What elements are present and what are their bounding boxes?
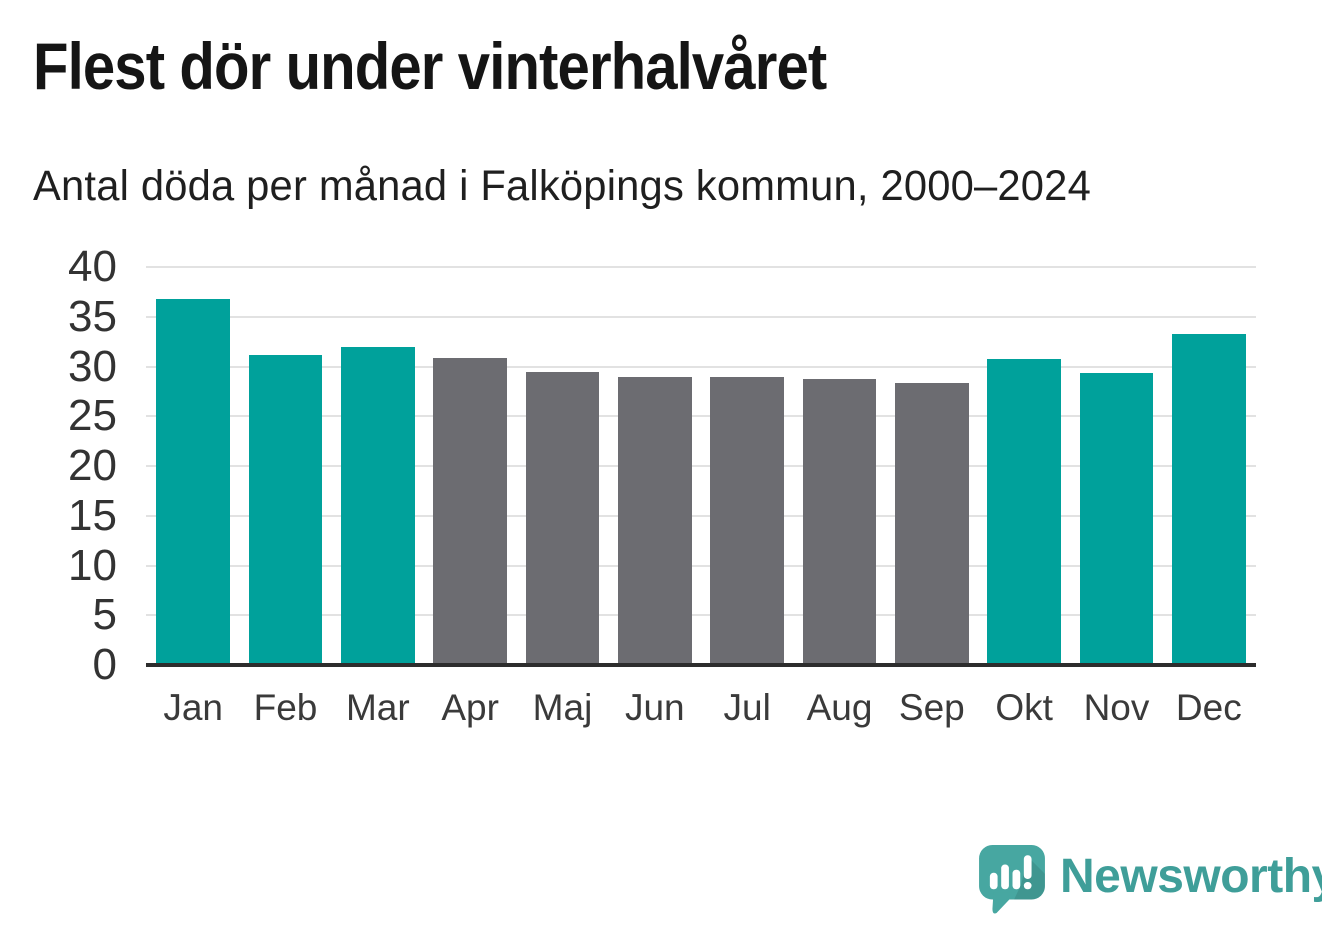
x-tick-label-aug: Aug: [806, 687, 873, 728]
y-tick-label-5: 5: [92, 590, 117, 640]
bar-jan: [156, 298, 230, 665]
x-tick-label-sep: Sep: [898, 687, 965, 728]
x-tick-label-okt: Okt: [995, 687, 1053, 728]
x-tick-label-jun: Jun: [624, 687, 685, 728]
newsworthy-logo: Newsworthy: [979, 845, 1322, 915]
y-tick-label-35: 35: [68, 291, 117, 341]
y-axis: 0 5 10 15 20 25 30 35 40: [0, 245, 117, 687]
bar-sep: [895, 383, 969, 665]
chart-subtitle: Antal döda per månad i Falköpings kommun…: [33, 162, 1091, 210]
gridline-10: [146, 564, 1256, 567]
x-tick-label-jan: Jan: [163, 687, 223, 728]
gridline-5: [146, 614, 1256, 617]
newsworthy-speech-bubble-bar-chart-icon: [979, 845, 1045, 914]
bar-feb: [248, 354, 323, 665]
bar-apr: [433, 357, 507, 665]
gridline-30: [146, 365, 1256, 368]
gridline-25: [146, 415, 1256, 418]
gridline-35: [146, 315, 1256, 318]
bar-nov: [1079, 373, 1154, 665]
y-tick-label-40: 40: [68, 242, 117, 291]
bar-jul: [710, 377, 784, 665]
bar-maj: [525, 372, 600, 665]
chart-title: Flest dör under vinterhalvåret: [33, 29, 827, 103]
gridline-20: [146, 465, 1256, 467]
x-tick-label-dec: Dec: [1175, 687, 1242, 728]
bar-aug: [802, 379, 877, 665]
x-tick-label-jul: Jul: [723, 687, 771, 728]
bar-okt: [987, 358, 1061, 665]
newsworthy-logo-text: Newsworthy: [1060, 850, 1322, 903]
bar-mar: [341, 346, 415, 665]
x-axis-line: [146, 663, 1256, 667]
bar-jun: [618, 377, 692, 665]
y-tick-label-15: 15: [68, 490, 117, 540]
gridline-40: [146, 266, 1256, 268]
x-tick-label-feb: Feb: [253, 687, 318, 728]
gridline-15: [146, 514, 1256, 517]
plot-area: [146, 266, 1256, 667]
y-tick-label-10: 10: [68, 540, 117, 590]
x-tick-label-mar: Mar: [345, 687, 410, 728]
x-tick-label-maj: Maj: [532, 687, 593, 728]
y-tick-label-30: 30: [68, 341, 117, 391]
x-axis: Jan Feb Mar Apr Maj Jun Jul Aug Sep Okt Nov Dec: [147, 688, 1255, 738]
y-tick-label-0: 0: [92, 640, 117, 689]
x-tick-label-nov: Nov: [1083, 687, 1150, 728]
y-tick-label-25: 25: [68, 391, 117, 441]
y-tick-label-20: 20: [68, 441, 117, 490]
bar-dec: [1172, 333, 1246, 665]
x-tick-label-apr: Apr: [441, 687, 499, 728]
